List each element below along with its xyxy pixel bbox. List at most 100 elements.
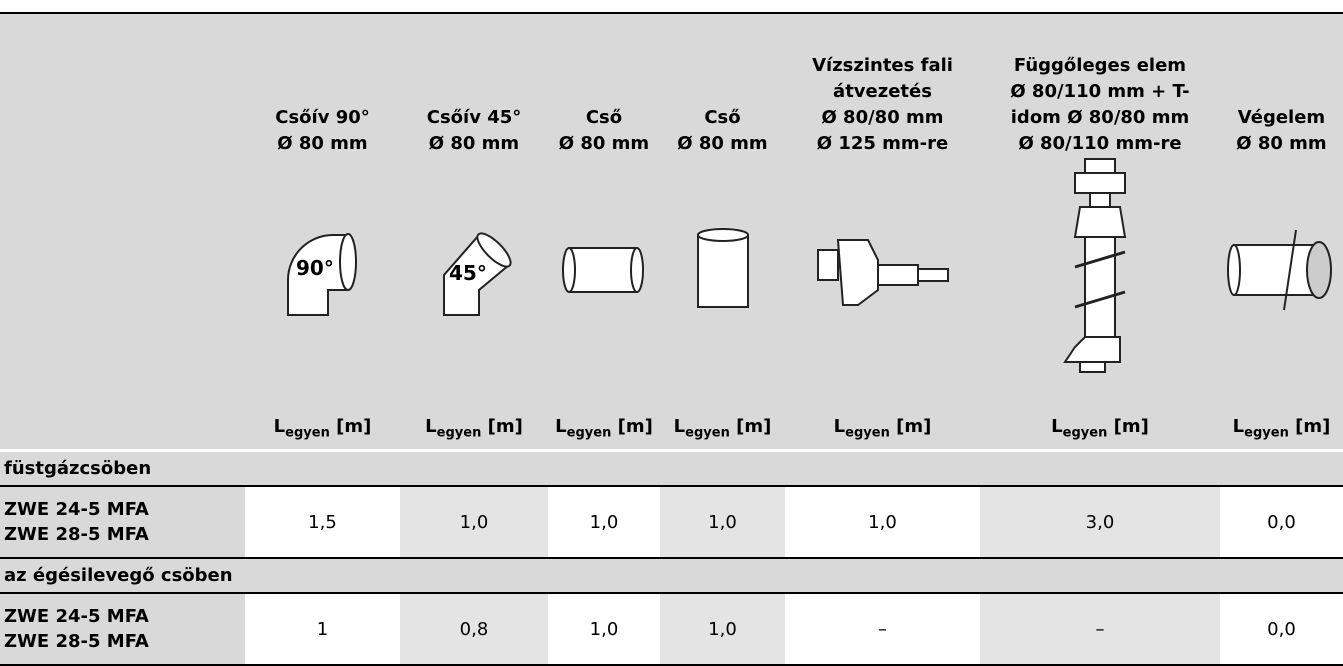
title-line: Ø 80 mm [404,131,544,157]
title-line: Csőív 45° [404,105,544,131]
value-cell: 0,8 [400,593,548,665]
unit-main: L [834,416,845,437]
icon-label: 45° [449,261,487,285]
model-name: ZWE 28-5 MFA [4,629,241,654]
title-line: átvezetés [789,79,976,105]
title-line: Ø 80 mm [1224,131,1339,157]
value-cell: 1,0 [660,486,785,558]
page: Csőív 90°Ø 80 mmCsőív 45°Ø 80 mmCsőØ 80 … [0,0,1343,658]
title-line: Ø 80/110 mm + T- [984,79,1216,105]
unit-rest: [m] [1295,416,1330,437]
title-line: Ø 80 mm [664,131,781,157]
unit-rest: [m] [488,416,523,437]
unit-main: L [425,416,436,437]
column-unit [0,387,245,451]
column-unit: Legyen [m] [245,387,400,451]
unit-sub: egyen [1063,426,1108,441]
fitting-icon [688,225,758,315]
unit-sub: egyen [567,426,612,441]
title-line: Ø 125 mm-re [789,131,976,157]
column-icon: 90° [245,157,400,387]
unit-main: L [674,416,685,437]
column-icon [785,157,980,387]
value-cell: 1 [245,593,400,665]
column-icon [548,157,660,387]
column-unit: Legyen [m] [980,387,1220,451]
icon-label: 90° [296,256,334,280]
title-line: Ø 80/80 mm [789,105,976,131]
column-icon [0,157,245,387]
value-cell: – [980,593,1220,665]
unit-rest: [m] [896,416,931,437]
column-unit: Legyen [m] [548,387,660,451]
header-unit-row: Legyen [m]Legyen [m]Legyen [m]Legyen [m]… [0,387,1343,451]
title-line: Csőív 90° [249,105,396,131]
unit-rest: [m] [618,416,653,437]
column-unit: Legyen [m] [660,387,785,451]
title-line: Ø 80 mm [249,131,396,157]
title-line: Cső [664,105,781,131]
value-cell: 1,0 [785,486,980,558]
column-title: Csőív 90°Ø 80 mm [245,13,400,157]
unit-sub: egyen [1244,426,1289,441]
title-line: Végelem [1224,105,1339,131]
section-row: füstgázcsöben [0,451,1343,487]
fitting-icon: 90° [278,220,368,320]
unit-main: L [274,416,285,437]
value-cell: 1,0 [400,486,548,558]
column-title [0,13,245,157]
fitting-icon [1224,225,1339,315]
header-icon-row: 90° 45° [0,157,1343,387]
section-title: az égésilevegő csöben [0,558,1343,593]
column-icon [1220,157,1343,387]
section-row: az égésilevegő csöben [0,558,1343,593]
fitting-icon [559,240,649,300]
model-name: ZWE 24-5 MFA [4,604,241,629]
value-cell: – [785,593,980,665]
unit-main: L [555,416,566,437]
unit-rest: [m] [1114,416,1149,437]
unit-sub: egyen [685,426,730,441]
section-title: füstgázcsöben [0,451,1343,487]
value-cell: 0,0 [1220,593,1343,665]
title-line: Cső [552,105,656,131]
unit-sub: egyen [845,426,890,441]
value-cell: 1,0 [548,486,660,558]
model-name: ZWE 28-5 MFA [4,522,241,547]
title-line: idom Ø 80/80 mm [984,105,1216,131]
unit-sub: egyen [437,426,482,441]
title-line: Ø 80 mm [552,131,656,157]
value-cell: 1,0 [660,593,785,665]
unit-main: L [1051,416,1062,437]
column-icon [980,157,1220,387]
unit-rest: [m] [736,416,771,437]
unit-main: L [1233,416,1244,437]
title-line: Vízszintes fali [789,53,976,79]
unit-rest: [m] [336,416,371,437]
column-title: Csőív 45°Ø 80 mm [400,13,548,157]
unit-sub: egyen [285,426,330,441]
value-cell: 0,0 [1220,486,1343,558]
column-unit: Legyen [m] [400,387,548,451]
column-unit: Legyen [m] [785,387,980,451]
title-line: Függőleges elem [984,53,1216,79]
fitting-icon [1045,157,1155,382]
fitting-icon: 45° [429,220,519,320]
title-line: Ø 80/110 mm-re [984,131,1216,157]
value-cell: 3,0 [980,486,1220,558]
value-cell: 1,5 [245,486,400,558]
model-name: ZWE 24-5 MFA [4,497,241,522]
column-unit: Legyen [m] [1220,387,1343,451]
